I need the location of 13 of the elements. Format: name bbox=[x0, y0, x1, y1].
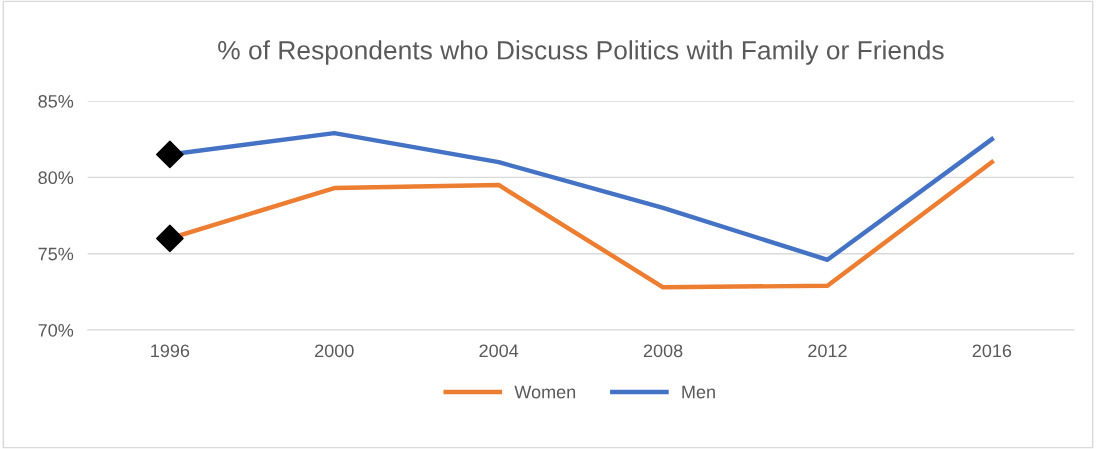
y-tick-label: 75% bbox=[38, 247, 74, 261]
x-tick-label: 2016 bbox=[972, 344, 1012, 358]
x-tick-label: 2004 bbox=[479, 344, 519, 358]
x-tick-label: 2012 bbox=[808, 344, 847, 358]
legend-label: Men bbox=[682, 385, 715, 399]
x-tick-label: 2008 bbox=[643, 344, 683, 358]
x-tick-label: 2000 bbox=[315, 344, 354, 358]
y-tick-label: 70% bbox=[38, 323, 74, 337]
legend-label: Women bbox=[514, 385, 576, 399]
chart-title: % of Respondents who Discuss Politics with Family or Friends bbox=[218, 40, 944, 65]
y-tick-label: 85% bbox=[38, 94, 74, 108]
x-tick-label: 1996 bbox=[151, 344, 190, 358]
y-tick-label: 80% bbox=[38, 171, 74, 185]
